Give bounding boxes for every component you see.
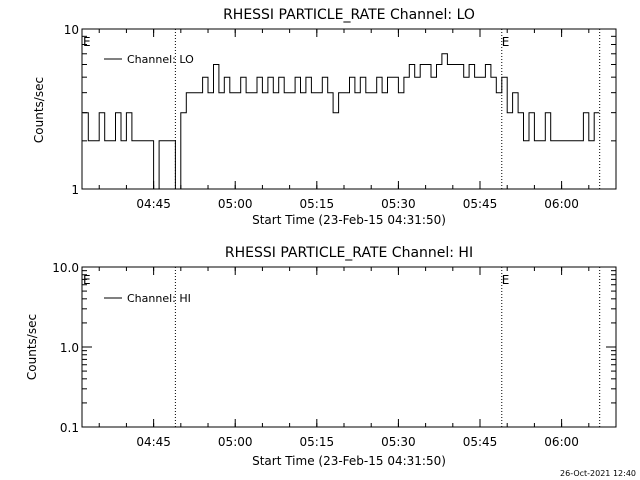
legend-label-lo: Channel: LO <box>127 53 194 66</box>
y-tick-label-hi: 1.0 <box>60 341 79 355</box>
x-tick-label-hi: 04:45 <box>136 435 171 449</box>
axis-ticks-hi: 04:45 05:00 05:15 05:30 05:45 06:00 0.1 1.0 10.0 <box>52 261 617 449</box>
x-tick-label-hi: 06:00 <box>544 435 579 449</box>
x-tick-label-hi: 05:45 <box>463 435 498 449</box>
y-tick-label-lo: 1 <box>71 183 79 197</box>
x-tick-label-hi: 05:00 <box>218 435 253 449</box>
y-axis-label-lo: Counts/sec <box>32 77 46 143</box>
x-tick-label-lo: 06:00 <box>544 197 579 211</box>
x-tick-label-lo: 05:45 <box>463 197 498 211</box>
y-axis-label-hi: Counts/sec <box>25 314 39 380</box>
x-axis-label-lo: Start Time (23-Feb-15 04:31:50) <box>252 213 446 227</box>
timestamp-label: 26-Oct-2021 12:40 <box>560 469 636 478</box>
x-tick-label-lo: 04:45 <box>136 197 171 211</box>
plot-frame-hi <box>81 266 617 428</box>
y-tick-label-hi: 0.1 <box>60 421 79 435</box>
x-tick-label-lo: 05:30 <box>381 197 416 211</box>
series-line-lo <box>82 53 600 190</box>
panel-hi: RHESSI PARTICLE_RATE Channel: HI Counts/… <box>25 245 617 468</box>
y-tick-label-lo: 10 <box>64 23 79 37</box>
panel-lo: RHESSI PARTICLE_RATE Channel: LO Counts/… <box>32 7 617 227</box>
event-marker-lo: E <box>502 35 510 49</box>
x-axis-label-hi: Start Time (23-Feb-15 04:31:50) <box>252 454 446 468</box>
y-tick-label-hi: 10.0 <box>52 261 79 275</box>
legend-label-hi: Channel: HI <box>127 292 191 305</box>
legend-lo: Channel: LO <box>104 53 194 66</box>
legend-hi: Channel: HI <box>104 292 191 305</box>
plot-frame-lo <box>81 28 617 190</box>
x-tick-label-hi: 05:30 <box>381 435 416 449</box>
event-marker-lo: E <box>83 35 91 49</box>
event-marker-hi: E <box>83 273 91 287</box>
chart-title-hi: RHESSI PARTICLE_RATE Channel: HI <box>225 245 473 261</box>
axis-ticks-lo: 04:45 05:00 05:15 05:30 05:45 06:00 1 10 <box>64 23 617 211</box>
event-marker-hi: E <box>502 273 510 287</box>
x-tick-label-lo: 05:15 <box>300 197 335 211</box>
chart-title-lo: RHESSI PARTICLE_RATE Channel: LO <box>223 7 475 23</box>
x-tick-label-lo: 05:00 <box>218 197 253 211</box>
x-tick-label-hi: 05:15 <box>300 435 335 449</box>
